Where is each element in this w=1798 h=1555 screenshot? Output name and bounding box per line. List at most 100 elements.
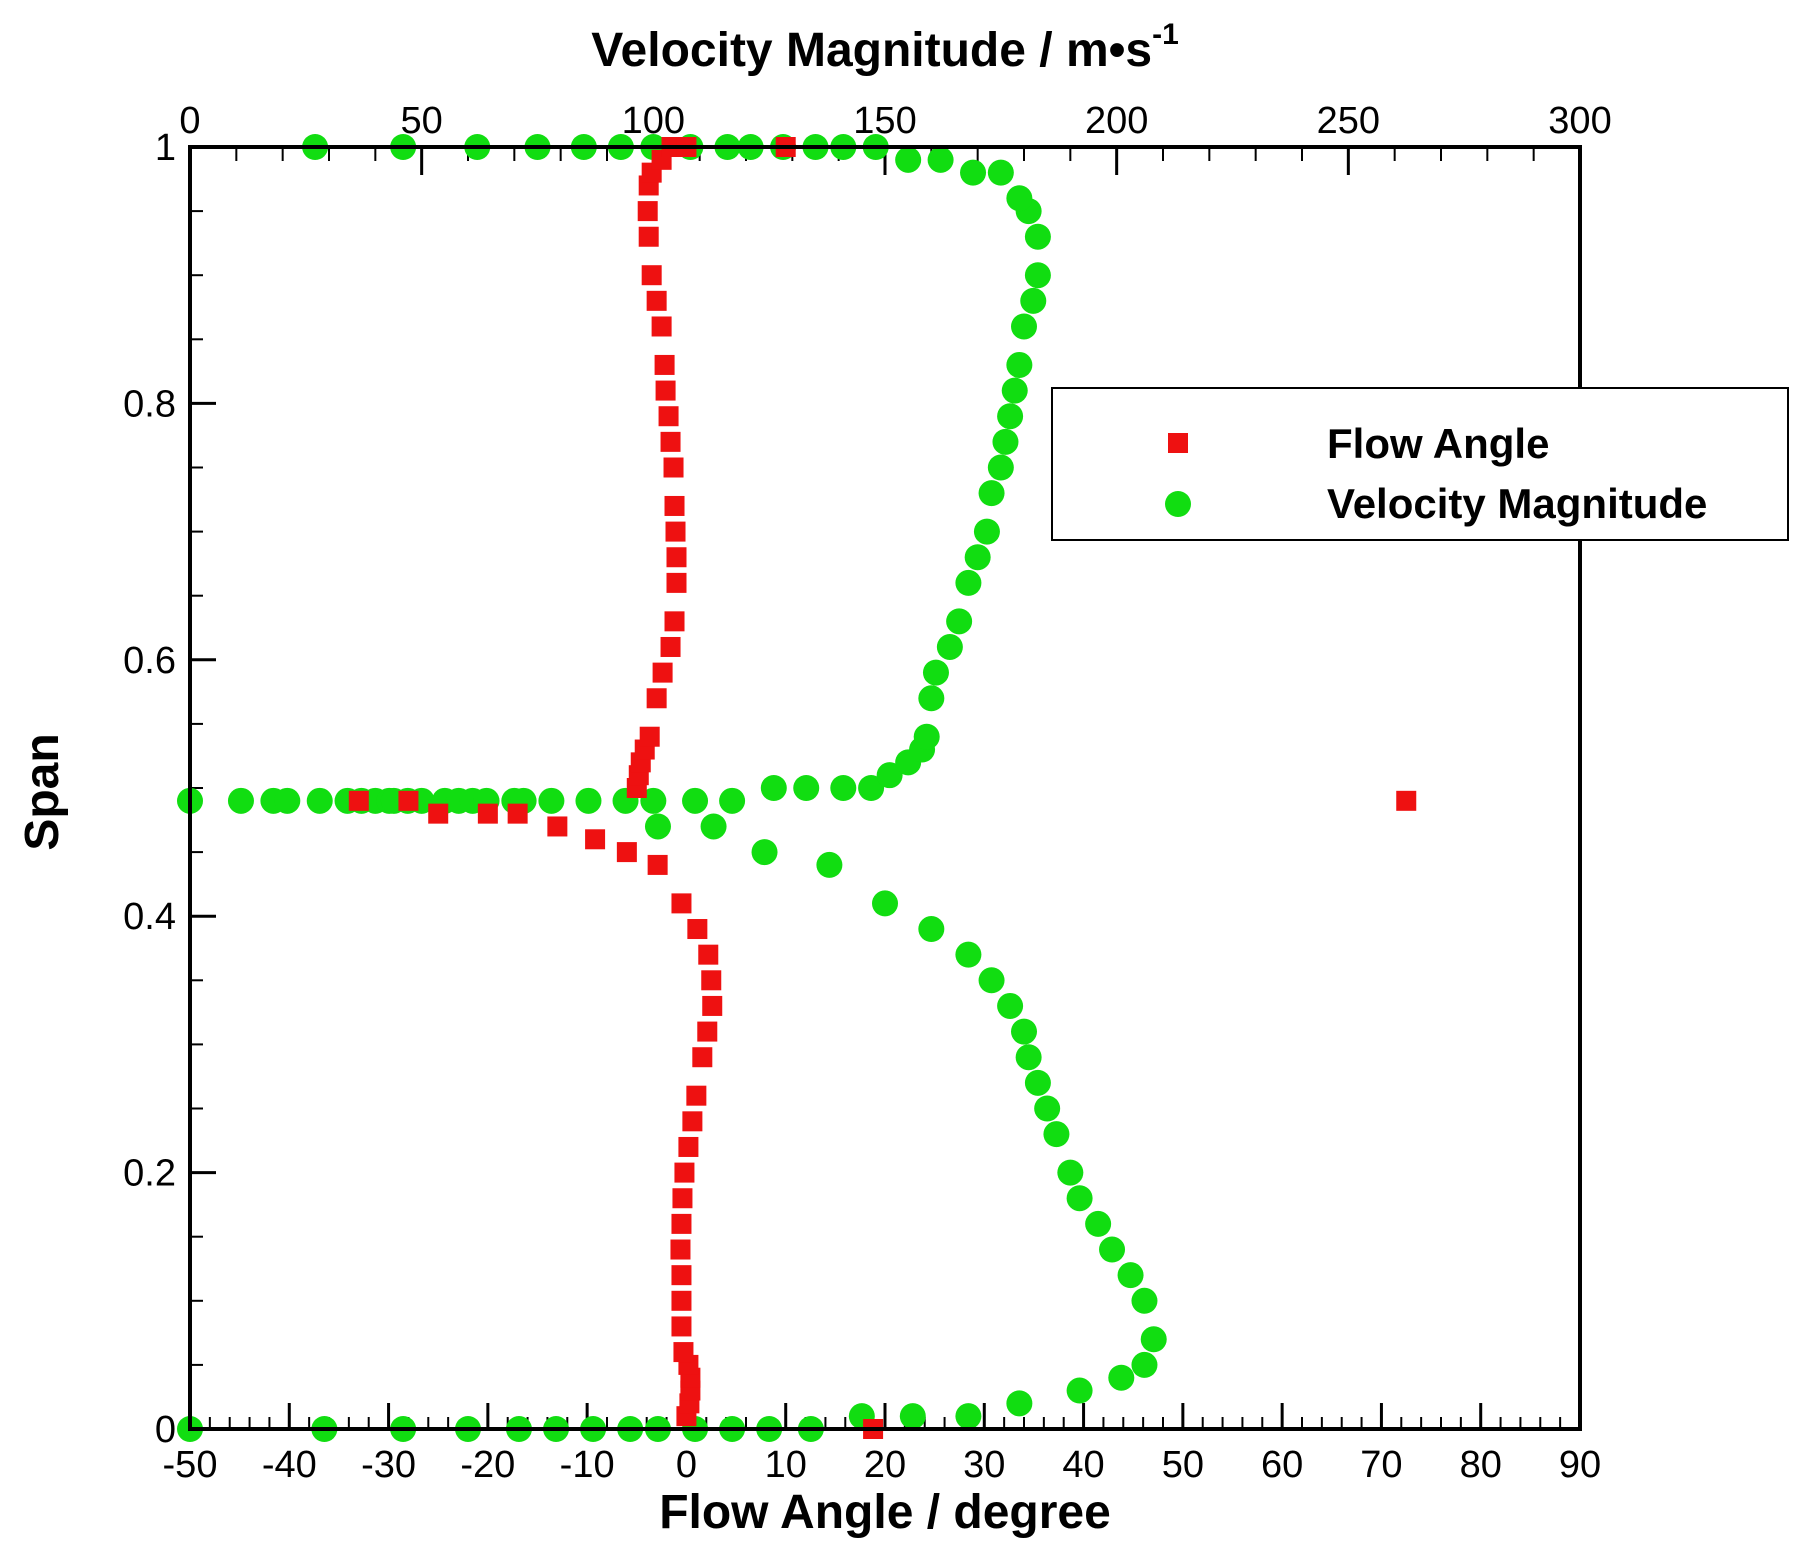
bottom-tick-label: 60 bbox=[1261, 1444, 1303, 1486]
flow-angle-point bbox=[348, 790, 369, 811]
velocity-point bbox=[1057, 1159, 1084, 1186]
flow-angle-point bbox=[646, 688, 667, 709]
velocity-point bbox=[1066, 1185, 1093, 1212]
velocity-point bbox=[1066, 1377, 1093, 1404]
flow-angle-point bbox=[547, 816, 568, 837]
velocity-point bbox=[1020, 287, 1047, 314]
velocity-point bbox=[876, 762, 903, 789]
velocity-point bbox=[1015, 1044, 1042, 1071]
legend-velocity-swatch bbox=[1165, 491, 1191, 517]
velocity-point bbox=[1006, 185, 1033, 212]
velocity-point bbox=[973, 518, 1000, 545]
flow-angle-point bbox=[660, 431, 681, 452]
bottom-tick-label: 70 bbox=[1360, 1444, 1402, 1486]
flow-angle-point bbox=[671, 1265, 692, 1286]
left-tick-label: 0.8 bbox=[123, 383, 176, 425]
bottom-tick-label: 50 bbox=[1162, 1444, 1204, 1486]
ticks-layer: -50 -40 -30 -20 -10 0 10 20 30 40 50 60 70 80 900 50 100… bbox=[123, 100, 1612, 1486]
velocity-point bbox=[1085, 1210, 1112, 1237]
velocity-point bbox=[946, 608, 973, 635]
velocity-point bbox=[997, 992, 1024, 1019]
bottom-tick-label: 40 bbox=[1062, 1444, 1104, 1486]
flow-angle-point bbox=[664, 495, 685, 516]
flow-angle-point bbox=[654, 354, 675, 375]
flow-angle-point bbox=[702, 995, 723, 1016]
flow-angle-point bbox=[639, 726, 660, 747]
velocity-point bbox=[274, 787, 301, 814]
velocity-point bbox=[1011, 1018, 1037, 1045]
velocity-point bbox=[978, 967, 1005, 994]
velocity-point bbox=[955, 941, 982, 968]
velocity-point bbox=[997, 403, 1024, 430]
flow-angle-point bbox=[664, 611, 685, 632]
left-tick-label: 0.2 bbox=[123, 1153, 176, 1195]
flow-angle-point bbox=[398, 790, 419, 811]
flow-angle-point bbox=[692, 1047, 713, 1068]
flow-angle-point bbox=[687, 919, 708, 940]
velocity-point bbox=[1024, 262, 1051, 289]
velocity-point bbox=[793, 775, 820, 801]
bottom-tick-label: 0 bbox=[676, 1444, 697, 1486]
velocity-point bbox=[760, 775, 787, 801]
plot-frame bbox=[188, 145, 1582, 1431]
velocity-point bbox=[1131, 1351, 1158, 1378]
velocity-series bbox=[177, 134, 1167, 1442]
flow-angle-point bbox=[698, 944, 719, 965]
bottom-axis-title: Flow Angle / degree bbox=[659, 1486, 1111, 1539]
velocity-point bbox=[913, 723, 940, 750]
bottom-tick-label: 30 bbox=[963, 1444, 1005, 1486]
velocity-point bbox=[719, 787, 746, 814]
velocity-point bbox=[992, 428, 1019, 455]
bottom-tick-label: -40 bbox=[262, 1444, 317, 1486]
legend-label-velocity: Velocity Magnitude bbox=[1327, 480, 1707, 527]
velocity-point bbox=[830, 775, 857, 801]
velocity-point bbox=[1108, 1364, 1135, 1391]
velocity-point bbox=[978, 480, 1005, 507]
flow-angle-point bbox=[666, 547, 687, 568]
velocity-point bbox=[700, 813, 727, 840]
flow-angle-point bbox=[674, 1162, 695, 1183]
flow-angle-point bbox=[655, 380, 676, 401]
velocity-point bbox=[640, 787, 667, 814]
velocity-point bbox=[575, 787, 602, 814]
top-axis-title: Velocity Magnitude / m•s-1 bbox=[591, 18, 1179, 77]
velocity-point bbox=[964, 544, 991, 571]
velocity-point bbox=[918, 685, 945, 712]
top-tick-label: 200 bbox=[1085, 100, 1148, 142]
flow-angle-point bbox=[638, 226, 659, 247]
flow-angle-point bbox=[663, 457, 684, 478]
left-tick-label: 0.6 bbox=[123, 640, 176, 682]
flow-angle-point bbox=[671, 1316, 692, 1337]
velocity-point bbox=[751, 839, 778, 866]
velocity-point bbox=[1011, 313, 1037, 340]
flow-angle-point bbox=[671, 1213, 692, 1234]
velocity-point bbox=[922, 659, 949, 686]
flow-angle-point bbox=[507, 803, 528, 824]
velocity-point bbox=[895, 146, 922, 173]
flow-angle-point bbox=[637, 201, 658, 222]
velocity-point bbox=[955, 569, 982, 596]
bottom-tick-label: -10 bbox=[560, 1444, 615, 1486]
velocity-point bbox=[1043, 1121, 1070, 1148]
bottom-tick-label: -30 bbox=[361, 1444, 416, 1486]
velocity-point bbox=[936, 633, 963, 660]
velocity-point bbox=[227, 787, 254, 814]
velocity-point bbox=[899, 1403, 926, 1430]
flow-angle-point bbox=[652, 662, 673, 683]
flow-angle-point bbox=[701, 970, 722, 991]
velocity-point bbox=[960, 159, 987, 186]
velocity-point bbox=[955, 1403, 982, 1430]
velocity-point bbox=[1006, 1390, 1033, 1417]
velocity-point bbox=[1099, 1236, 1126, 1263]
flow-angle-point bbox=[1396, 790, 1417, 811]
top-axis-title-superscript: -1 bbox=[1152, 18, 1179, 51]
flow-angle-point bbox=[671, 893, 692, 914]
velocity-point bbox=[1006, 351, 1033, 378]
flow-angle-point bbox=[647, 854, 668, 875]
top-tick-label: 150 bbox=[853, 100, 916, 142]
flow-angle-point bbox=[651, 316, 672, 337]
velocity-point bbox=[927, 146, 954, 173]
left-tick-label: 1 bbox=[155, 127, 176, 169]
velocity-point bbox=[1117, 1262, 1144, 1289]
left-axis-title: Span bbox=[16, 733, 69, 850]
